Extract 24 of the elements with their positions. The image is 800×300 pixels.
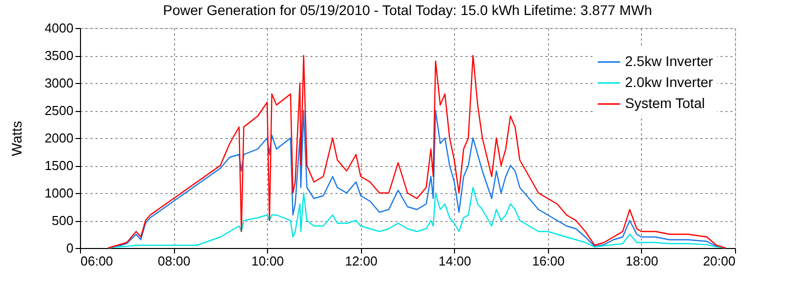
y-tick-label: 500	[52, 213, 74, 228]
y-tick-label: 4000	[44, 20, 74, 36]
x-tick-label: 06:00	[80, 254, 114, 268]
legend-label: System Total	[625, 95, 705, 111]
chart-title: Power Generation for 05/19/2010 - Total Today: 15.0 kWh Lifetime: 3.877 MWh	[163, 2, 652, 18]
x-tick-label: 14:00	[438, 254, 472, 268]
y-tick-label: 0	[66, 240, 74, 256]
x-tick-label: 18:00	[626, 254, 658, 268]
y-tick-label: 2000	[44, 130, 74, 146]
x-tick-label: 20:00	[702, 254, 736, 268]
x-tick-label: 12:00	[344, 254, 378, 268]
y-tick-label: 3500	[44, 48, 74, 63]
line-series	[107, 186, 726, 249]
legend-label: 2.0kw Inverter	[625, 74, 714, 90]
y-tick-label: 2500	[44, 103, 74, 118]
x-tick-label: 08:00	[158, 254, 190, 268]
y-tick-label: 1000	[44, 186, 74, 200]
y-axis-title: Watts	[8, 120, 25, 156]
y-tick-label: 1500	[44, 158, 74, 173]
x-tick-label: 10:00	[251, 254, 284, 268]
y-tick-label: 3000	[44, 76, 74, 90]
line-series	[107, 54, 726, 249]
legend-label: 2.5kw Inverter	[625, 53, 714, 69]
x-tick-label: 16:00	[532, 254, 565, 268]
